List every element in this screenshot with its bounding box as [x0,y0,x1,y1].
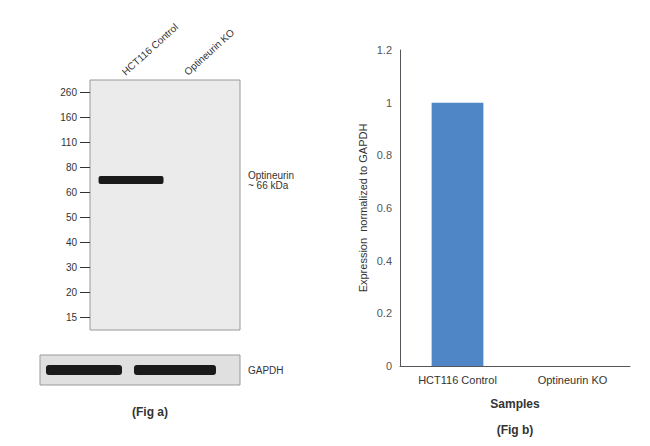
svg-text:260: 260 [60,87,77,98]
svg-text:HCT116 Control: HCT116 Control [120,21,180,77]
svg-text:HCT116 Control: HCT116 Control [418,374,497,386]
svg-text:0.6: 0.6 [377,202,392,214]
svg-text:(Fig b): (Fig b) [497,423,534,437]
svg-text:~ 66 kDa: ~ 66 kDa [248,180,289,191]
svg-text:30: 30 [66,262,78,273]
svg-text:0.4: 0.4 [377,255,392,267]
svg-text:Optineurin KO: Optineurin KO [182,27,237,78]
svg-text:Samples: Samples [490,397,540,411]
svg-text:1: 1 [386,97,392,109]
svg-text:0: 0 [386,360,392,372]
svg-text:60: 60 [66,187,78,198]
svg-text:0.2: 0.2 [377,307,392,319]
svg-text:40: 40 [66,237,78,248]
svg-text:0.8: 0.8 [377,149,392,161]
svg-text:Optineurin: Optineurin [248,169,295,181]
svg-text:1.2: 1.2 [377,44,392,56]
svg-text:GAPDH: GAPDH [248,365,284,376]
svg-text:Expression normalized to GAPD: Expression normalized to GAPDH [357,124,369,293]
svg-text:110: 110 [61,137,77,148]
svg-text:(Fig a): (Fig a) [132,405,168,419]
svg-text:15: 15 [66,312,78,323]
svg-text:160: 160 [60,112,77,123]
svg-text:50: 50 [66,212,78,223]
svg-text:20: 20 [66,287,78,298]
svg-text:80: 80 [66,162,78,173]
svg-text:Optineurin KO: Optineurin KO [538,374,608,386]
